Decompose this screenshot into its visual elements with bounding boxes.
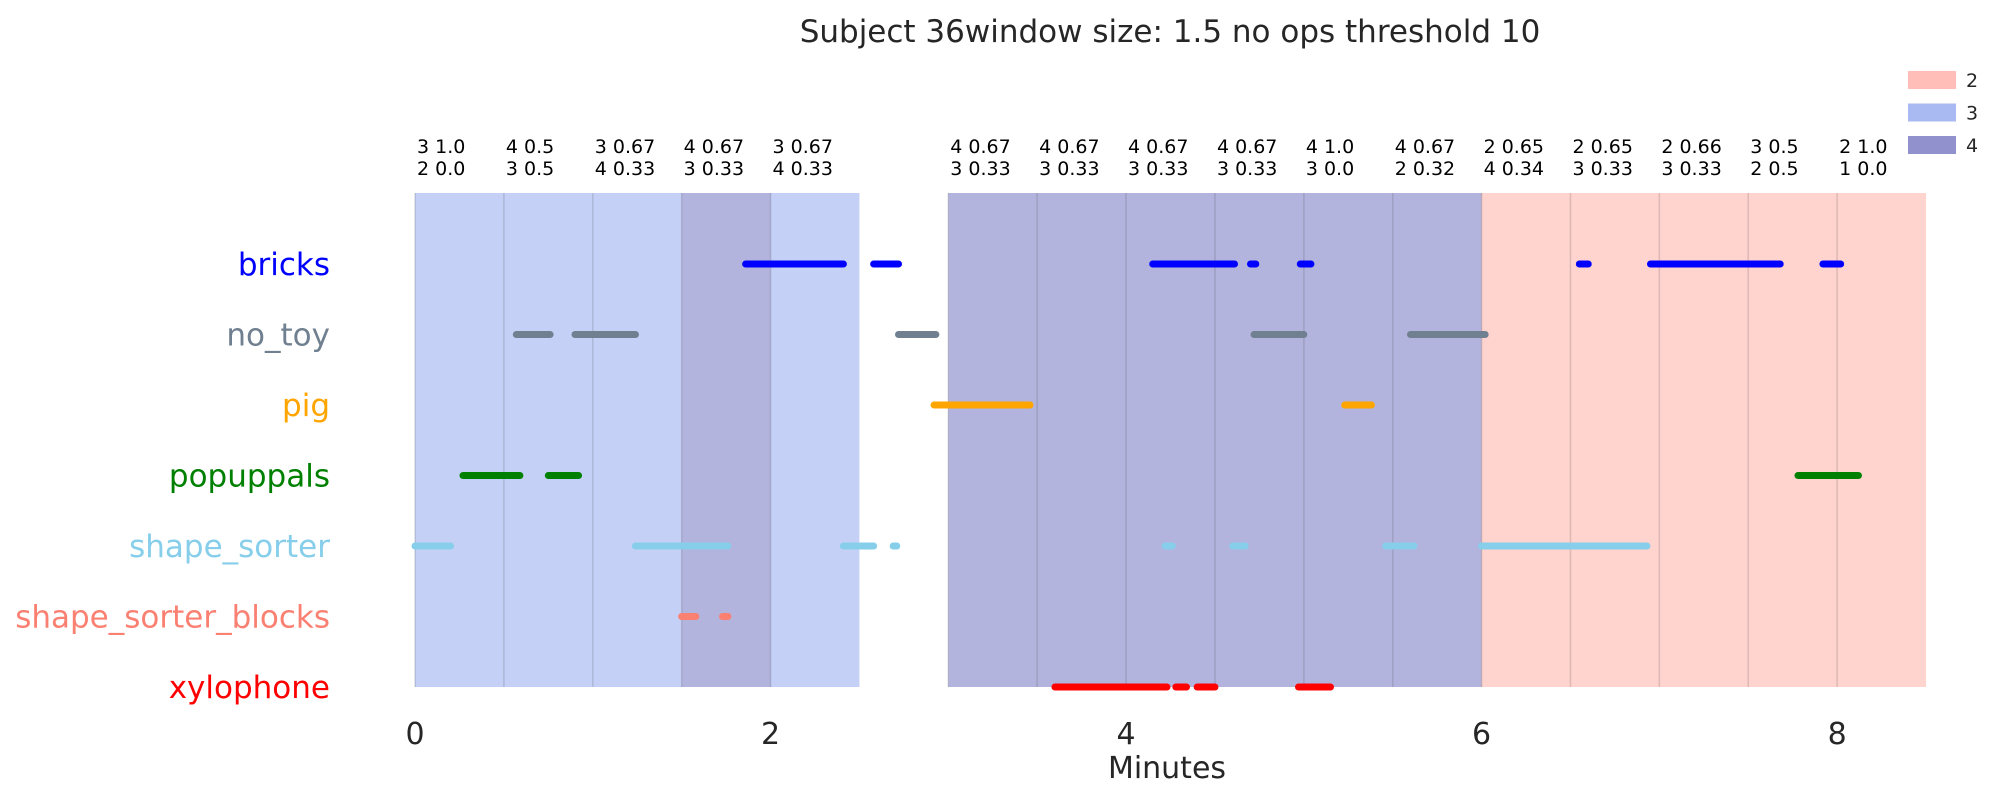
window-label-bottom: 4 0.33 <box>595 158 655 180</box>
window-label-bottom: 4 0.33 <box>773 158 833 180</box>
window-label-top: 4 0.67 <box>950 136 1010 158</box>
x-tick-label: 6 <box>1472 717 1491 752</box>
window-label-top: 3 0.5 <box>1750 136 1798 158</box>
x-tick-label: 2 <box>761 717 780 752</box>
window-band-12 <box>1570 193 1660 687</box>
window-label-bottom: 3 0.33 <box>950 158 1010 180</box>
window-label-top: 4 0.67 <box>1395 136 1455 158</box>
window-label-top: 2 0.65 <box>1484 136 1544 158</box>
x-tick-label: 0 <box>405 717 424 752</box>
window-label-top: 4 0.67 <box>1039 136 1099 158</box>
window-band-13 <box>1659 193 1749 687</box>
window-label-top: 4 0.67 <box>1217 136 1277 158</box>
x-axis-label: Minutes <box>1108 751 1226 786</box>
window-label-top: 3 0.67 <box>595 136 655 158</box>
window-label-top: 3 1.0 <box>417 136 465 158</box>
window-label-bottom: 3 0.33 <box>1661 158 1721 180</box>
window-band-9 <box>1303 193 1393 687</box>
window-label-top: 2 0.65 <box>1572 136 1632 158</box>
window-dividers <box>414 193 1838 687</box>
window-label-bottom: 3 0.0 <box>1306 158 1354 180</box>
window-label-bottom: 1 0.0 <box>1839 158 1887 180</box>
x-tick-label: 4 <box>1117 717 1136 752</box>
window-label-bottom: 3 0.33 <box>1572 158 1632 180</box>
legend: 2 3 4 <box>1908 70 1978 157</box>
window-band-6 <box>1037 193 1127 687</box>
window-band-11 <box>1481 193 1571 687</box>
window-band-8 <box>1214 193 1304 687</box>
chart-title: Subject 36window size: 1.5 no ops thresh… <box>800 14 1541 50</box>
legend-label-2: 2 <box>1966 70 1978 92</box>
window-label-bottom: 4 0.34 <box>1484 158 1544 180</box>
x-tick-label: 8 <box>1828 717 1847 752</box>
window-label-bottom: 2 0.5 <box>1750 158 1798 180</box>
category-label-shape_sorter: shape_sorter <box>129 529 330 565</box>
window-label-top: 4 0.67 <box>1128 136 1188 158</box>
category-label-shape_sorter_blocks: shape_sorter_blocks <box>15 600 330 636</box>
window-band-3 <box>681 193 771 687</box>
window-band-15 <box>1837 193 1926 687</box>
segments-layer <box>411 260 1862 691</box>
window-band-4 <box>770 193 860 687</box>
window-band-2 <box>592 193 682 687</box>
window-label-bottom: 3 0.33 <box>1128 158 1188 180</box>
window-label-top: 3 0.67 <box>773 136 833 158</box>
window-label-top: 4 1.0 <box>1306 136 1354 158</box>
window-label-top: 2 1.0 <box>1839 136 1887 158</box>
window-label-top: 4 0.5 <box>506 136 554 158</box>
window-band-5 <box>948 193 1038 687</box>
window-label-bottom: 2 0.0 <box>417 158 465 180</box>
window-label-top: 4 0.67 <box>684 136 744 158</box>
window-band-14 <box>1748 193 1838 687</box>
window-label-bottom: 3 0.33 <box>1217 158 1277 180</box>
legend-swatch-4 <box>1908 136 1956 154</box>
category-label-popuppals: popuppals <box>169 459 330 495</box>
legend-label-4: 4 <box>1966 135 1978 157</box>
window-label-bottom: 3 0.33 <box>1039 158 1099 180</box>
window-label-top: 2 0.66 <box>1661 136 1721 158</box>
window-band-10 <box>1392 193 1482 687</box>
category-label-no_toy: no_toy <box>226 318 330 354</box>
window-label-bottom: 3 0.5 <box>506 158 554 180</box>
window-label-bottom: 3 0.33 <box>684 158 744 180</box>
x-axis-ticks: 0 2 4 6 8 <box>405 717 1846 752</box>
window-label-bottom: 2 0.32 <box>1395 158 1455 180</box>
window-labels: 3 1.02 0.04 0.53 0.53 0.674 0.334 0.673 … <box>417 136 1887 180</box>
legend-swatch-3 <box>1908 103 1956 122</box>
window-band-1 <box>503 193 593 687</box>
legend-swatch-2 <box>1908 71 1956 89</box>
category-label-bricks: bricks <box>238 247 330 283</box>
legend-label-3: 3 <box>1966 103 1978 125</box>
windows-layer <box>415 193 1926 687</box>
window-band-7 <box>1126 193 1215 687</box>
category-label-pig: pig <box>282 388 330 424</box>
window-band-0 <box>415 193 504 687</box>
category-label-xylophone: xylophone <box>169 670 330 706</box>
